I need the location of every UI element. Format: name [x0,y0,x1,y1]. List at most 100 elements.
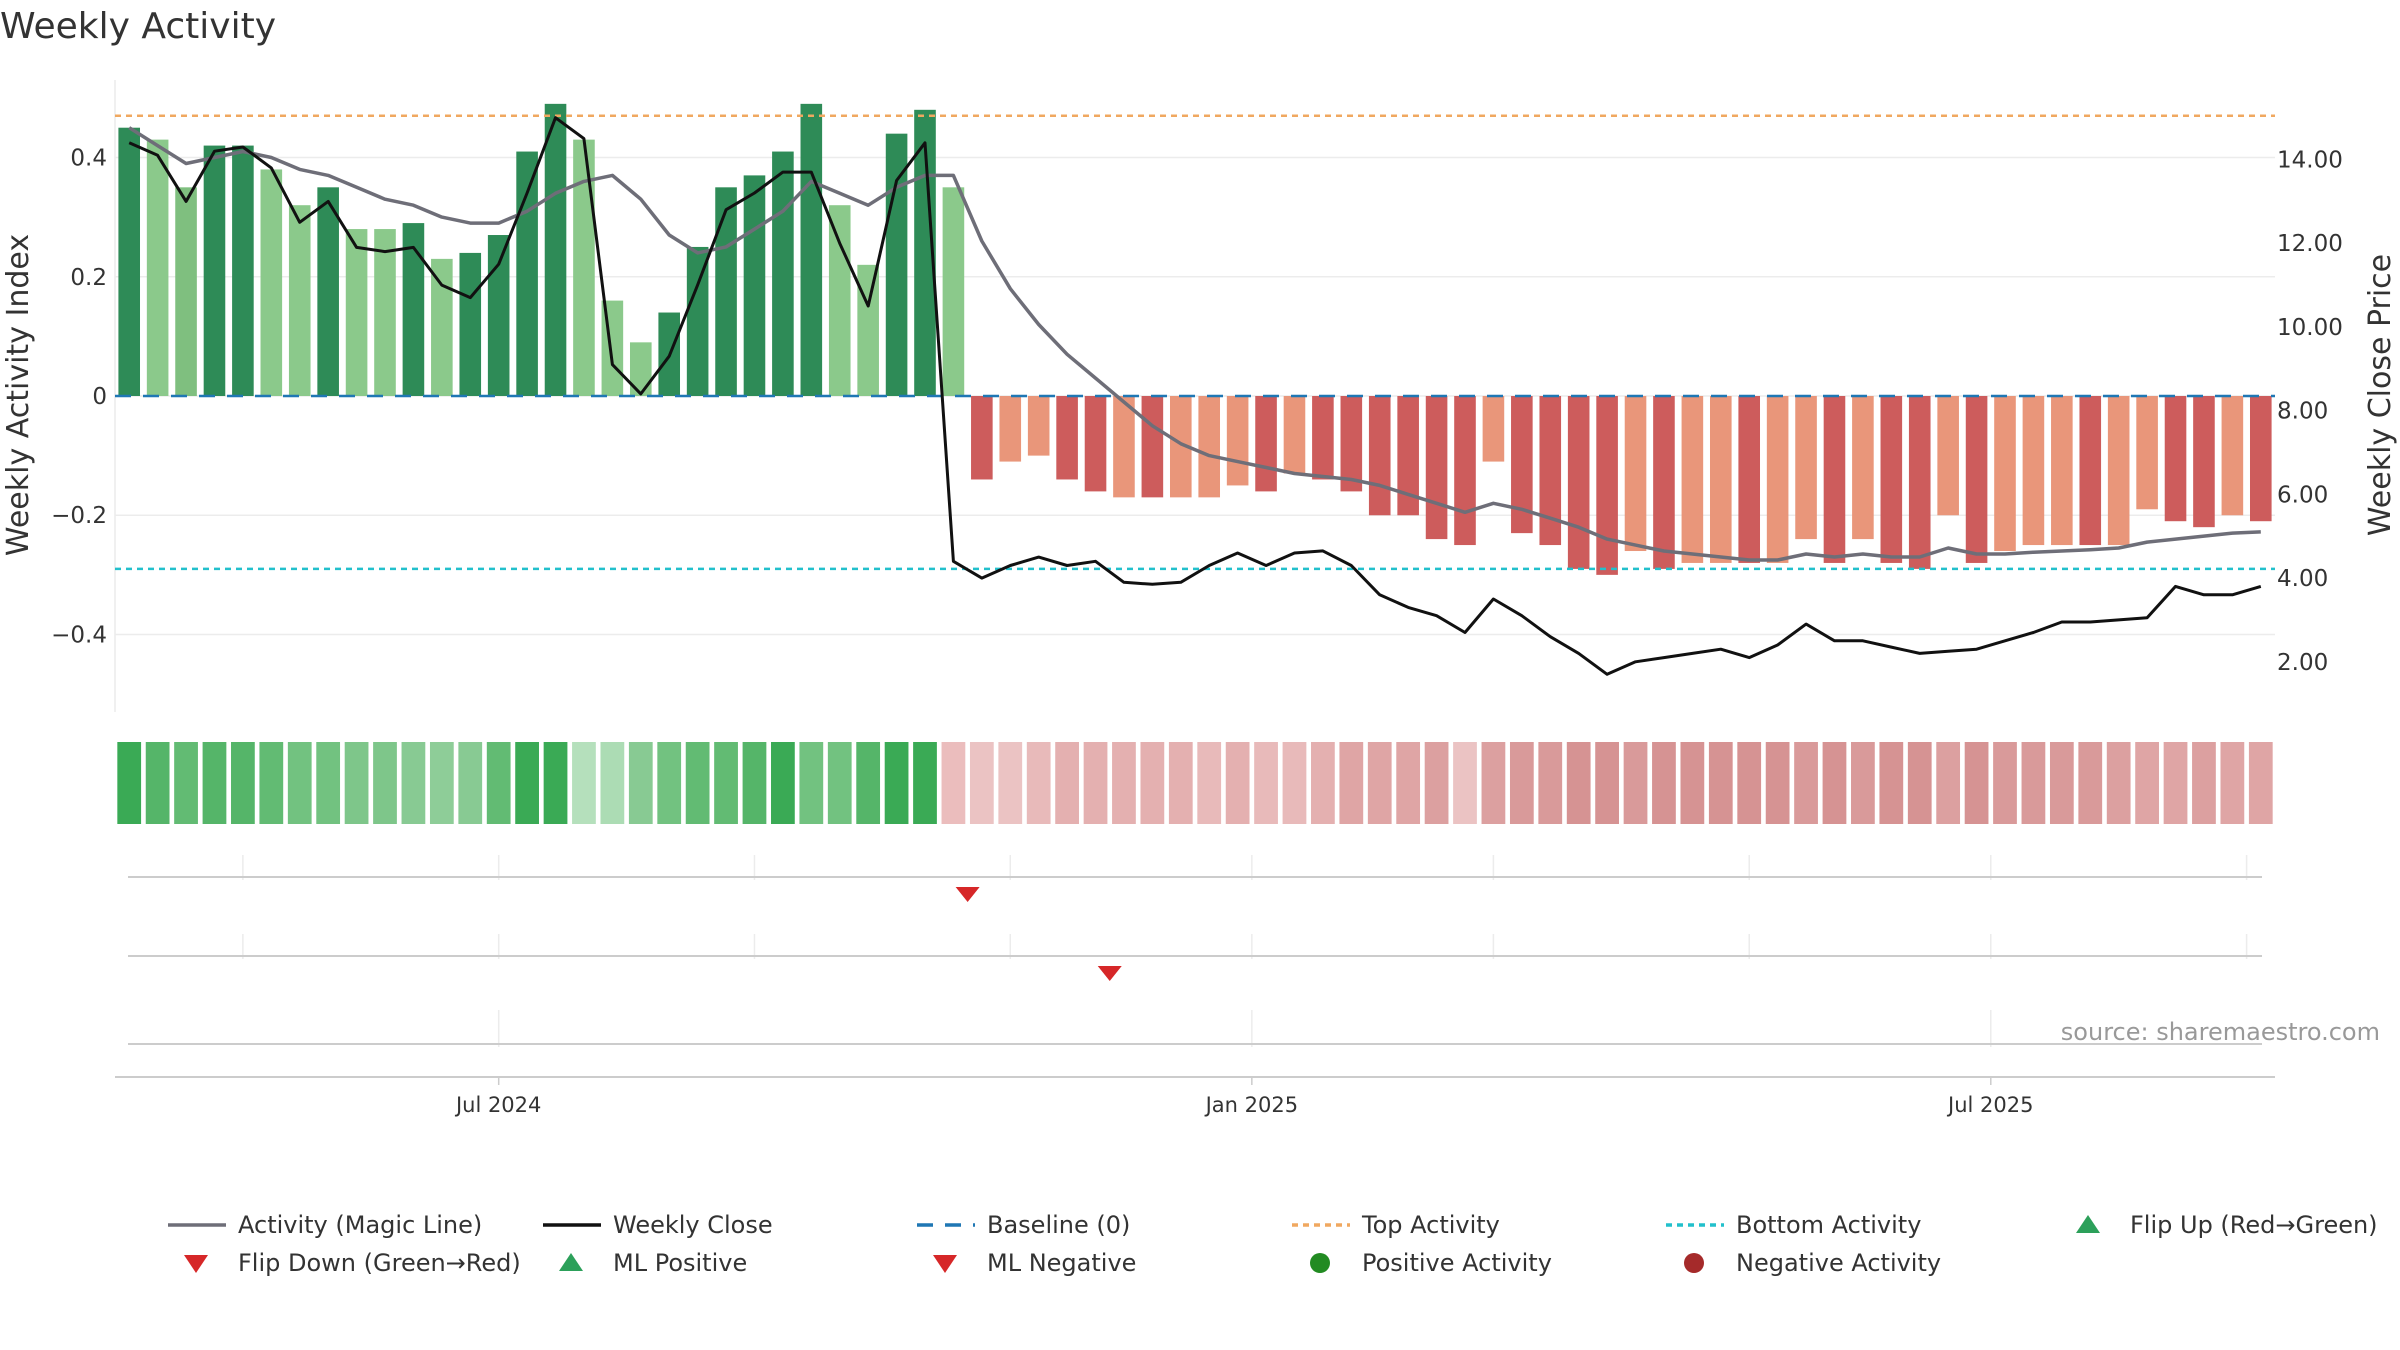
strip-cell [742,742,767,824]
activity-bar [1425,396,1448,540]
legend-ml-negative-label: ML Negative [987,1249,1136,1277]
activity-bar [2136,396,2158,510]
activity-bar [2051,396,2073,546]
legend-ml-negative-swatch [933,1255,957,1273]
activity-bar [2164,396,2187,522]
strip-cell [1737,742,1762,824]
activity-bar [1937,396,1959,516]
strip-cell [2021,742,2046,824]
strip-cell [1652,742,1676,824]
activity-bar [1397,396,1419,516]
activity-bar [1624,396,1647,552]
left-axis-ticks: 0.4 0.2 0 −0.2 −0.4 [51,146,107,649]
strip-cell [1026,742,1051,824]
activity-bars [118,103,2272,575]
strip-cell [1225,742,1250,824]
legend-ml-positive-swatch [559,1253,583,1271]
strip-cell [1595,742,1619,824]
strip-cell [969,742,994,824]
strip-cell [1708,742,1733,824]
strip-cell [1367,742,1392,824]
legend-top-activity-label: Top Activity [1361,1211,1500,1239]
legend-flip-up-swatch [2076,1215,2100,1233]
activity-bar [686,246,709,396]
strip-cell [657,742,682,824]
strip-cell [1623,742,1648,824]
strip-cell [344,742,369,824]
strip-cell [1282,742,1307,824]
strip-cell [1993,742,2017,824]
right-axis-ticks: 14.00 12.00 10.00 8.00 6.00 4.00 2.00 [2277,148,2343,676]
activity-bar [1283,396,1306,474]
activity-bar [1141,396,1164,498]
strip-cell [458,742,483,824]
x-tick-label: Jul 2024 [454,1093,541,1117]
strip-cell [827,742,852,824]
strip-cell [1566,742,1591,824]
activity-bar [1965,396,1988,563]
activity-bar [800,103,823,396]
strip-cell [1936,742,1961,824]
strip-cell [202,742,227,824]
flip-down-marker [1097,966,1122,981]
x-tick-label: Jul 2025 [1946,1093,2033,1117]
legend-flip-down-label: Flip Down (Green→Red) [238,1249,521,1277]
activity-bar [1880,396,1903,563]
left-axis-title: Weekly Activity Index [1,234,36,556]
strip-cell [1055,742,1079,824]
strip-cell [1538,742,1563,824]
activity-bar [516,151,538,396]
activity-bar [260,169,283,396]
activity-bar [1709,396,1732,563]
strip-cell [685,742,710,824]
activity-bar [1312,396,1334,480]
chart-title: Weekly Activity [0,6,276,47]
activity-bar [1539,396,1562,546]
activity-bar [118,127,141,396]
activity-bar [1482,396,1505,462]
activity-bar [715,187,737,396]
activity-bar [1653,396,1675,569]
activity-bar [2022,396,2045,546]
legend-magic-line-label: Activity (Magic Line) [238,1211,482,1239]
strip-cell [2220,742,2245,824]
activity-bar [1596,396,1618,575]
activity-bar [629,342,652,396]
strip-cell [1822,742,1847,824]
activity-bar [146,139,169,397]
strip-cell [2248,742,2273,824]
activity-bar [2221,396,2244,516]
strip-cell [259,742,284,824]
activity-bar [914,109,936,397]
strip-cell [316,742,341,824]
activity-bar [2193,396,2215,528]
right-tick-label: 12.00 [2277,231,2343,257]
legend: Activity (Magic Line) Weekly Close Baselin… [168,1211,2378,1277]
strip-cell [628,742,653,824]
activity-bar [942,187,965,396]
activity-bar [999,396,1022,462]
right-tick-label: 4.00 [2277,566,2328,592]
strip-cell [1851,742,1875,824]
strip-cell [1907,742,1932,824]
strip-cell [373,742,397,824]
strip-cell [600,742,625,824]
activity-bar [1056,396,1078,480]
strip-cell [1396,742,1421,824]
strip-cell [515,742,539,824]
activity-bar [317,187,339,396]
strip-cell [1964,742,1989,824]
strip-cell [1140,742,1165,824]
strip-cell [2078,742,2103,824]
strip-cell [429,742,454,824]
strip-cell [117,742,142,824]
activity-bar [885,133,908,396]
legend-positive-activity-swatch [1310,1253,1330,1273]
activity-bar [857,264,879,396]
legend-flip-down-swatch [184,1255,208,1273]
activity-bar [232,145,254,396]
activity-bar [1454,396,1476,546]
legend-baseline-label: Baseline (0) [987,1211,1130,1239]
right-tick-label: 2.00 [2277,650,2328,676]
